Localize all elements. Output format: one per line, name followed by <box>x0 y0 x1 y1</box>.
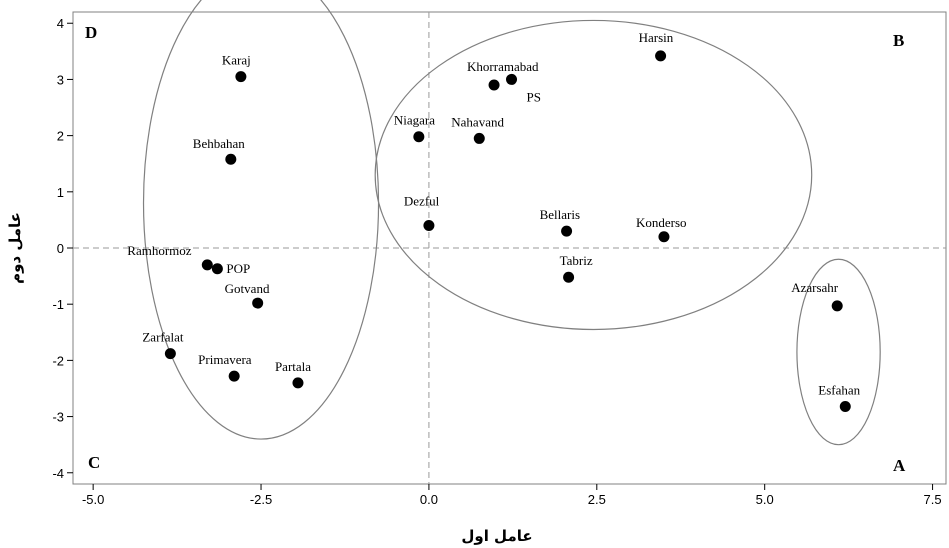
data-point-harsin <box>655 50 667 62</box>
point-label-esfahan: Esfahan <box>818 382 860 397</box>
data-point-esfahan <box>839 400 851 412</box>
point-label-behbahan: Behbahan <box>193 136 245 151</box>
point-label-karaj: Karaj <box>222 53 251 68</box>
reference-lines <box>73 12 946 484</box>
point-label-bellaris: Bellaris <box>540 207 580 222</box>
y-tick-label: -4 <box>52 466 64 481</box>
x-axis-title: عامل اول <box>461 527 532 545</box>
point-label-ramhormoz: Ramhormoz <box>127 243 191 258</box>
data-points: Karaj Behbahan Ramhormoz POP Gotvand Zarfalat… <box>127 30 861 412</box>
y-tick-label: -1 <box>52 297 64 312</box>
y-axis-title: عامل دوم <box>6 212 24 284</box>
x-tick-label: 2.5 <box>588 492 606 507</box>
point-label-nahavand: Nahavand <box>451 114 504 129</box>
data-point-tabriz <box>563 271 575 283</box>
quadrant-label-b: B <box>893 31 904 50</box>
point-label-ps: PS <box>527 89 541 104</box>
point-label-konderso: Konderso <box>636 215 687 230</box>
cluster-ellipse-right-cluster <box>796 258 881 446</box>
point-label-niagara: Niagara <box>394 113 435 128</box>
x-tick-label: 5.0 <box>756 492 774 507</box>
data-point-zarfalat <box>164 348 176 360</box>
x-axis-ticks: -5.0 -2.5 0.0 2.5 5.0 7.5 <box>82 484 942 507</box>
data-point-ps <box>506 73 518 85</box>
point-label-gotvand: Gotvand <box>225 281 270 296</box>
y-tick-label: 3 <box>57 72 64 87</box>
point-label-tabriz: Tabriz <box>560 253 593 268</box>
y-tick-label: -2 <box>52 353 64 368</box>
data-point-khorramabad <box>488 79 500 91</box>
data-point-azarsahr <box>831 300 843 312</box>
data-point-niagara <box>413 131 425 143</box>
data-point-dezful <box>423 220 435 232</box>
point-label-harsin: Harsin <box>639 30 674 45</box>
quadrant-label-c: C <box>88 453 100 472</box>
quadrant-label-a: A <box>893 456 906 475</box>
data-point-konderso <box>658 231 670 243</box>
data-point-bellaris <box>561 225 573 237</box>
point-label-zarfalat: Zarfalat <box>142 330 184 345</box>
point-label-azarsahr: Azarsahr <box>791 280 839 295</box>
data-point-behbahan <box>225 153 237 165</box>
cluster-ellipse-left-cluster <box>142 0 380 440</box>
y-tick-label: -3 <box>52 410 64 425</box>
data-point-gotvand <box>252 297 264 309</box>
y-axis-ticks: -4 -3 -2 -1 0 1 2 3 4 <box>52 16 73 481</box>
data-point-nahavand <box>473 132 485 144</box>
point-label-dezful: Dezful <box>404 194 440 209</box>
point-label-partala: Partala <box>275 359 311 374</box>
x-tick-label: 7.5 <box>924 492 942 507</box>
point-label-primavera: Primavera <box>198 352 252 367</box>
y-tick-label: 1 <box>57 185 64 200</box>
y-tick-label: 0 <box>57 241 64 256</box>
cluster-ellipse-top-cluster <box>374 19 813 331</box>
x-tick-label: -2.5 <box>250 492 272 507</box>
y-tick-label: 2 <box>57 129 64 144</box>
data-point-partala <box>292 377 304 389</box>
quadrant-label-d: D <box>85 23 97 42</box>
data-point-karaj <box>235 71 247 83</box>
cluster-ellipses <box>142 0 881 446</box>
data-point-ramhormoz <box>201 259 213 271</box>
x-tick-label: 0.0 <box>420 492 438 507</box>
point-label-khorramabad: Khorramabad <box>467 59 539 74</box>
x-tick-label: -5.0 <box>82 492 104 507</box>
point-label-pop: POP <box>226 261 250 276</box>
data-point-primavera <box>228 370 240 382</box>
y-tick-label: 4 <box>57 16 64 31</box>
data-point-pop <box>211 263 223 275</box>
